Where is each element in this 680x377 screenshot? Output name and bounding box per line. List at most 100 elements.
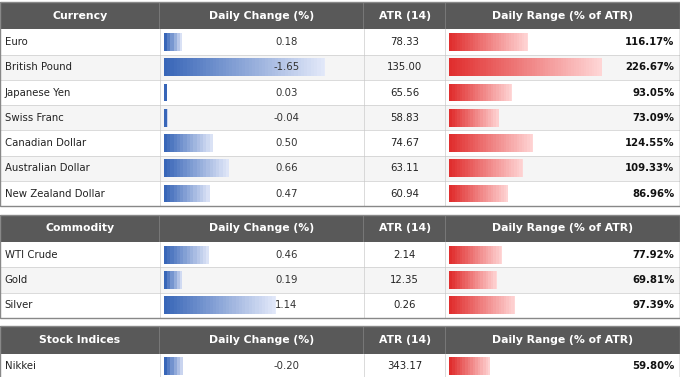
Bar [445, 2, 446, 29]
Text: Stock Indices: Stock Indices [39, 335, 120, 345]
Bar [522, 58, 524, 76]
Bar [496, 134, 498, 152]
Bar [177, 58, 180, 76]
Bar [504, 159, 507, 177]
Bar [460, 159, 462, 177]
Bar [242, 296, 246, 314]
Bar [473, 84, 475, 101]
Text: 65.56: 65.56 [390, 87, 420, 98]
Bar [481, 357, 483, 375]
Bar [455, 33, 457, 51]
Bar [213, 58, 216, 76]
Text: 343.17: 343.17 [387, 361, 422, 371]
Bar [291, 58, 295, 76]
Bar [481, 33, 483, 51]
Bar [498, 33, 501, 51]
Bar [197, 159, 200, 177]
Bar [167, 296, 171, 314]
Bar [452, 109, 455, 127]
Bar [507, 84, 509, 101]
Bar [498, 185, 501, 202]
Bar [465, 33, 468, 51]
Bar [233, 58, 236, 76]
Bar [509, 159, 511, 177]
Bar [213, 296, 216, 314]
Bar [220, 296, 223, 314]
Bar [486, 84, 488, 101]
Text: 97.39%: 97.39% [632, 300, 675, 310]
Bar [457, 109, 460, 127]
Bar [507, 134, 509, 152]
Bar [265, 296, 269, 314]
Bar [452, 159, 455, 177]
Bar [236, 296, 239, 314]
Text: 77.92%: 77.92% [632, 250, 675, 260]
Bar [501, 246, 502, 264]
Bar [496, 58, 498, 76]
Bar [498, 134, 501, 152]
Bar [483, 109, 486, 127]
Bar [511, 296, 514, 314]
Bar [514, 58, 517, 76]
Bar [481, 58, 483, 76]
Bar [200, 246, 203, 264]
Bar [520, 134, 522, 152]
Bar [488, 159, 491, 177]
Bar [171, 296, 174, 314]
Bar [171, 58, 174, 76]
Bar [213, 159, 216, 177]
Bar [249, 58, 252, 76]
Bar [455, 357, 457, 375]
Bar [462, 159, 465, 177]
Text: 116.17%: 116.17% [625, 37, 675, 47]
Bar [494, 84, 496, 101]
Bar [568, 58, 571, 76]
Bar [449, 271, 452, 289]
Bar [278, 58, 282, 76]
Bar [164, 185, 167, 202]
Bar [209, 134, 213, 152]
Bar [197, 246, 200, 264]
Bar [159, 2, 160, 29]
Bar [0, 326, 680, 377]
Bar [478, 134, 481, 152]
Bar [249, 296, 252, 314]
Bar [462, 33, 465, 51]
Bar [239, 58, 243, 76]
Text: Silver: Silver [5, 300, 33, 310]
Bar [460, 84, 462, 101]
Text: -0.04: -0.04 [273, 113, 299, 123]
Bar [449, 357, 452, 375]
Bar [481, 109, 483, 127]
Bar [522, 33, 524, 51]
Text: 0.26: 0.26 [393, 300, 416, 310]
Bar [455, 134, 457, 152]
Bar [222, 58, 226, 76]
Bar [173, 296, 177, 314]
Bar [581, 58, 584, 76]
Bar [527, 134, 530, 152]
Bar [363, 2, 364, 29]
Bar [488, 58, 491, 76]
Bar [203, 159, 207, 177]
Bar [184, 58, 187, 76]
Bar [470, 357, 473, 375]
Bar [203, 296, 207, 314]
Bar [468, 109, 470, 127]
Bar [481, 159, 483, 177]
Bar [514, 33, 517, 51]
Bar [483, 84, 486, 101]
Bar [470, 185, 473, 202]
Bar [184, 246, 187, 264]
Bar [203, 246, 207, 264]
Bar [534, 58, 537, 76]
Bar [190, 246, 194, 264]
Bar [488, 357, 490, 375]
Text: 86.96%: 86.96% [632, 188, 675, 199]
Bar [488, 33, 491, 51]
Bar [498, 296, 501, 314]
Bar [468, 246, 470, 264]
Bar [164, 84, 167, 101]
Bar [460, 271, 462, 289]
Bar [475, 84, 478, 101]
